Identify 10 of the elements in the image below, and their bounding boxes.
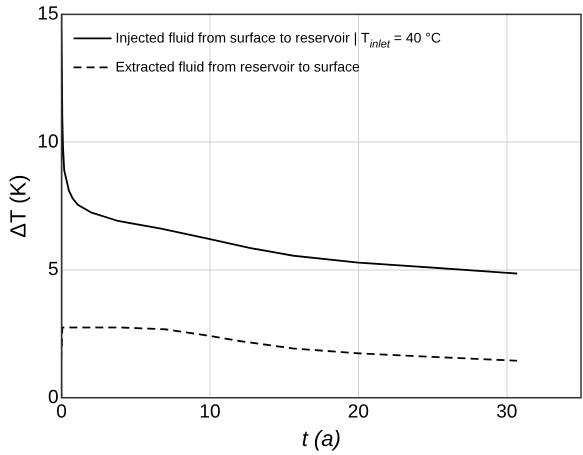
x-tick-label: 30 bbox=[496, 401, 518, 422]
line-series bbox=[62, 326, 518, 362]
y-tick-label: 5 bbox=[48, 259, 59, 280]
y-axis-title: ΔT (K) bbox=[5, 174, 30, 238]
x-axis-title: t (a) bbox=[302, 426, 341, 451]
legend-label: Extracted fluid from reservoir to surface bbox=[116, 58, 360, 74]
x-tick-label: 10 bbox=[199, 401, 221, 422]
y-tick-label: 10 bbox=[37, 131, 59, 152]
x-tick-label: 20 bbox=[348, 401, 369, 422]
y-tick-label: 15 bbox=[37, 4, 59, 25]
